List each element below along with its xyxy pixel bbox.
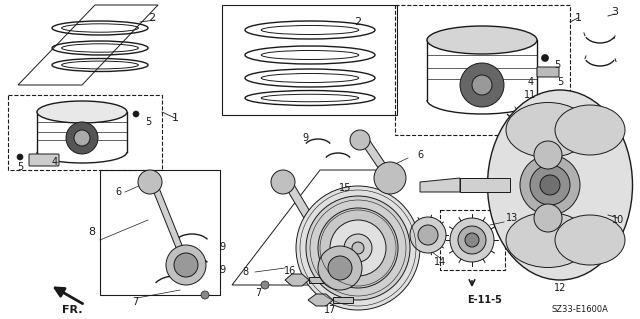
Circle shape [374,162,406,194]
Circle shape [458,226,486,254]
Text: 5: 5 [554,60,560,70]
Bar [460,178,510,192]
Circle shape [350,130,370,150]
Text: 11: 11 [524,90,536,100]
Circle shape [534,204,562,232]
Text: 6: 6 [115,187,121,197]
Text: 9: 9 [302,133,308,143]
Text: 10: 10 [612,215,624,225]
Circle shape [174,253,198,277]
Bar [8,95,162,170]
Text: 13: 13 [506,213,518,223]
Circle shape [166,245,206,285]
Text: 8: 8 [88,227,95,237]
Polygon shape [420,178,460,192]
Ellipse shape [37,101,127,123]
Text: 1: 1 [172,113,179,123]
Text: 14: 14 [434,257,446,267]
FancyBboxPatch shape [29,154,59,166]
Circle shape [410,217,446,253]
Ellipse shape [506,212,590,268]
Bar [100,170,220,295]
Circle shape [74,130,90,146]
Text: E-11-5: E-11-5 [468,295,502,305]
Text: 5: 5 [145,117,151,127]
FancyArrowPatch shape [55,288,83,304]
Circle shape [352,242,364,254]
Text: 17: 17 [324,305,336,315]
Polygon shape [148,178,190,265]
Text: 7: 7 [255,288,261,298]
Text: 16: 16 [284,266,296,276]
Polygon shape [308,294,333,306]
Bar [395,5,570,135]
Circle shape [520,155,580,215]
Circle shape [530,165,570,205]
Circle shape [318,208,398,288]
Circle shape [306,196,410,300]
Text: 1: 1 [575,13,582,23]
FancyBboxPatch shape [537,67,559,77]
Circle shape [465,233,479,247]
Bar [333,297,353,303]
Ellipse shape [555,105,625,155]
Polygon shape [280,178,345,270]
Text: FR.: FR. [61,305,83,315]
Text: 9: 9 [219,242,225,252]
Circle shape [534,141,562,169]
Circle shape [472,75,492,95]
Bar [440,210,505,270]
Text: 5: 5 [17,162,23,172]
Circle shape [318,246,362,290]
Text: 5: 5 [557,77,563,87]
Circle shape [541,55,548,62]
Circle shape [66,122,98,154]
Circle shape [296,186,420,310]
Text: 4: 4 [52,157,58,167]
Ellipse shape [427,26,537,54]
Circle shape [344,234,372,262]
Text: 3: 3 [611,7,618,17]
Circle shape [330,220,386,276]
Text: 2: 2 [355,17,362,27]
Circle shape [201,291,209,299]
Ellipse shape [555,215,625,265]
Text: 8: 8 [242,267,248,277]
Text: 7: 7 [132,297,138,307]
Circle shape [138,170,162,194]
Polygon shape [358,138,395,178]
Bar [222,5,397,115]
Circle shape [450,218,494,262]
Circle shape [17,154,23,160]
Circle shape [261,281,269,289]
Polygon shape [285,274,309,286]
Ellipse shape [488,90,632,280]
Bar [309,277,334,283]
Text: SZ33-E1600A: SZ33-E1600A [552,306,609,315]
Circle shape [328,256,352,280]
Circle shape [418,225,438,245]
Circle shape [271,170,295,194]
Ellipse shape [506,102,590,158]
Text: 12: 12 [554,283,566,293]
Text: 4: 4 [528,77,534,87]
Circle shape [133,111,139,117]
Circle shape [540,175,560,195]
Text: 9: 9 [219,265,225,275]
Text: 6: 6 [417,150,423,160]
Text: 2: 2 [148,13,156,23]
Text: 15: 15 [339,183,351,193]
Circle shape [460,63,504,107]
